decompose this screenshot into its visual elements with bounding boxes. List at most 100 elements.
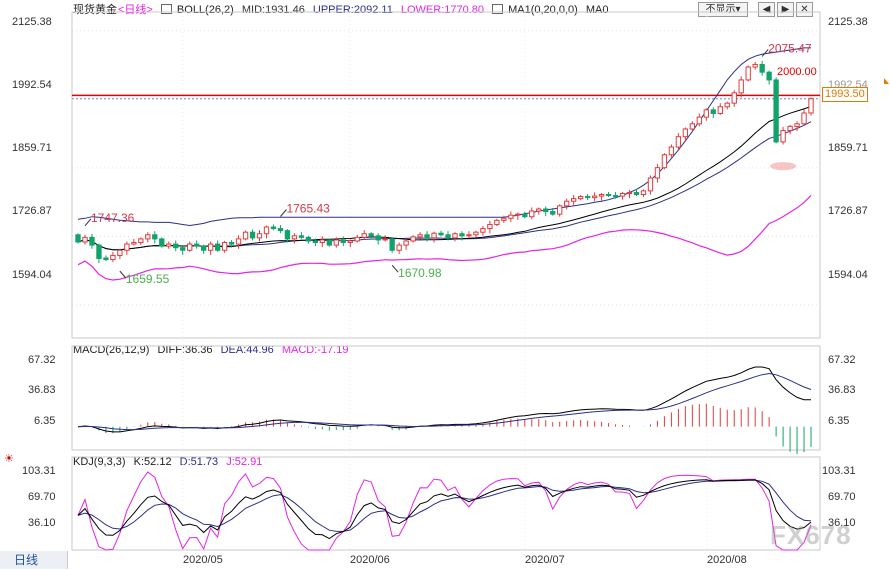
price-marker-icon (884, 78, 889, 84)
candle-body (661, 154, 668, 169)
indicator-dropdown[interactable]: 不显示▾ (698, 2, 748, 17)
candle-body (794, 123, 800, 127)
macd-name: MACD(26,12,9) (73, 344, 150, 356)
candle-body (103, 257, 109, 261)
candle-body (780, 130, 786, 143)
kdj-j-line (77, 471, 812, 551)
candle-body (403, 240, 409, 246)
ma-line (77, 106, 812, 251)
candle-body (354, 236, 360, 242)
price-annotation: 1670.98 (398, 266, 442, 280)
kdj-ytick: 36.10 (28, 517, 56, 529)
macd-ytick-right: 36.83 (828, 384, 856, 396)
price-ytick: 2125.38 (12, 16, 52, 28)
candle-body (487, 223, 493, 230)
price-ytick: 1594.04 (12, 269, 52, 281)
annotation-leader (280, 209, 287, 217)
price-ytick-right: 1726.87 (828, 205, 868, 217)
ma0-label: MA0 (585, 4, 609, 16)
chevron-down-icon: ▾ (735, 4, 741, 15)
candle-body (689, 123, 696, 130)
candle-body (110, 254, 116, 261)
price-annotation: 1765.43 (286, 201, 330, 215)
candle-body (522, 213, 528, 218)
candle-body (591, 195, 598, 199)
candle-body (543, 208, 549, 213)
kdj-name: KDJ(9,3,3) (73, 456, 126, 468)
watermark: FX678 (770, 520, 852, 550)
resistance-label: 2000.00 (777, 66, 817, 78)
x-tick-label: 2020/07 (525, 554, 565, 566)
boll-mid-line (77, 121, 812, 251)
candle-body (745, 66, 751, 81)
macd-diff-line (77, 366, 812, 433)
candle-body (284, 230, 291, 240)
candle-body (480, 228, 486, 233)
arrow-left-icon: ◀ (762, 4, 771, 15)
boll-upper: UPPER:2092.11 (312, 4, 393, 16)
candle-body (117, 249, 123, 256)
arrow-right-icon: ▶ (781, 4, 790, 15)
kdj-legend: KDJ(9,3,3) K:52.12 D:51.73 J:52.91 (73, 455, 267, 469)
ma-label: MA1(0,20,0,0) (508, 4, 578, 16)
candle-body (724, 102, 730, 108)
candle-body (801, 112, 807, 125)
nav-left-button[interactable]: ◀ (758, 2, 775, 17)
candle-body (180, 247, 186, 251)
candle-body (501, 217, 507, 221)
x-tick-label: 2020/06 (350, 554, 390, 566)
candle-body (124, 243, 130, 251)
candle-body (703, 109, 709, 118)
panel-frame (71, 345, 821, 451)
candle-body (145, 234, 151, 240)
candle-body (529, 210, 535, 218)
candle-body (298, 235, 305, 238)
candle-body (361, 233, 367, 238)
candle-body (326, 239, 332, 246)
price-annotation: 1659.55 (126, 272, 170, 286)
candle-body (759, 63, 765, 73)
candle-body (557, 205, 563, 215)
candle-body (494, 219, 500, 225)
low-marker (770, 162, 797, 171)
candle-body (256, 233, 263, 239)
candle-body (173, 243, 179, 249)
kdj-ytick: 103.31 (22, 465, 56, 477)
candle-body (515, 213, 521, 216)
price-legend: 现货黄金<日线> BOLL(26,2) MID:1931.46 UPPER:20… (73, 3, 613, 17)
candle-body (277, 228, 284, 232)
candle-body (605, 194, 612, 197)
macd-value: MACD:-17.19 (281, 344, 349, 356)
current-price-tag: 1993.50 (822, 87, 868, 102)
candle-body (221, 242, 228, 251)
candle-body (424, 234, 430, 239)
candle-body (207, 243, 214, 251)
price-ytick-right: 1594.04 (828, 269, 868, 281)
candle-body (333, 239, 339, 246)
price-ytick-right: 1859.71 (828, 142, 868, 154)
price-ytick: 1859.71 (12, 142, 52, 154)
x-tick-label: 2020/05 (183, 554, 223, 566)
candle-body (228, 242, 235, 245)
close-button[interactable]: ✕ (796, 2, 813, 17)
macd-dea-line (77, 372, 812, 431)
candle-body (270, 226, 277, 230)
candle-body (200, 245, 207, 251)
candle-body (417, 234, 423, 238)
candle-body (640, 190, 647, 196)
candle-body (340, 239, 346, 244)
boll-lower-line (77, 194, 812, 281)
candle-body (654, 167, 661, 179)
nav-right-button[interactable]: ▶ (777, 2, 794, 17)
kdj-settings-icon[interactable]: ☀ (4, 453, 14, 465)
candle-body (452, 233, 458, 239)
candle-body (187, 243, 193, 251)
candle-body (389, 238, 395, 251)
candle-body (647, 177, 654, 192)
candle-body (473, 231, 479, 236)
candle-body (131, 242, 137, 245)
macd-ytick: 36.83 (28, 384, 56, 396)
candle-body (598, 194, 605, 197)
candle-body (75, 234, 81, 243)
period-tab-daily[interactable]: 日线 (0, 551, 68, 569)
